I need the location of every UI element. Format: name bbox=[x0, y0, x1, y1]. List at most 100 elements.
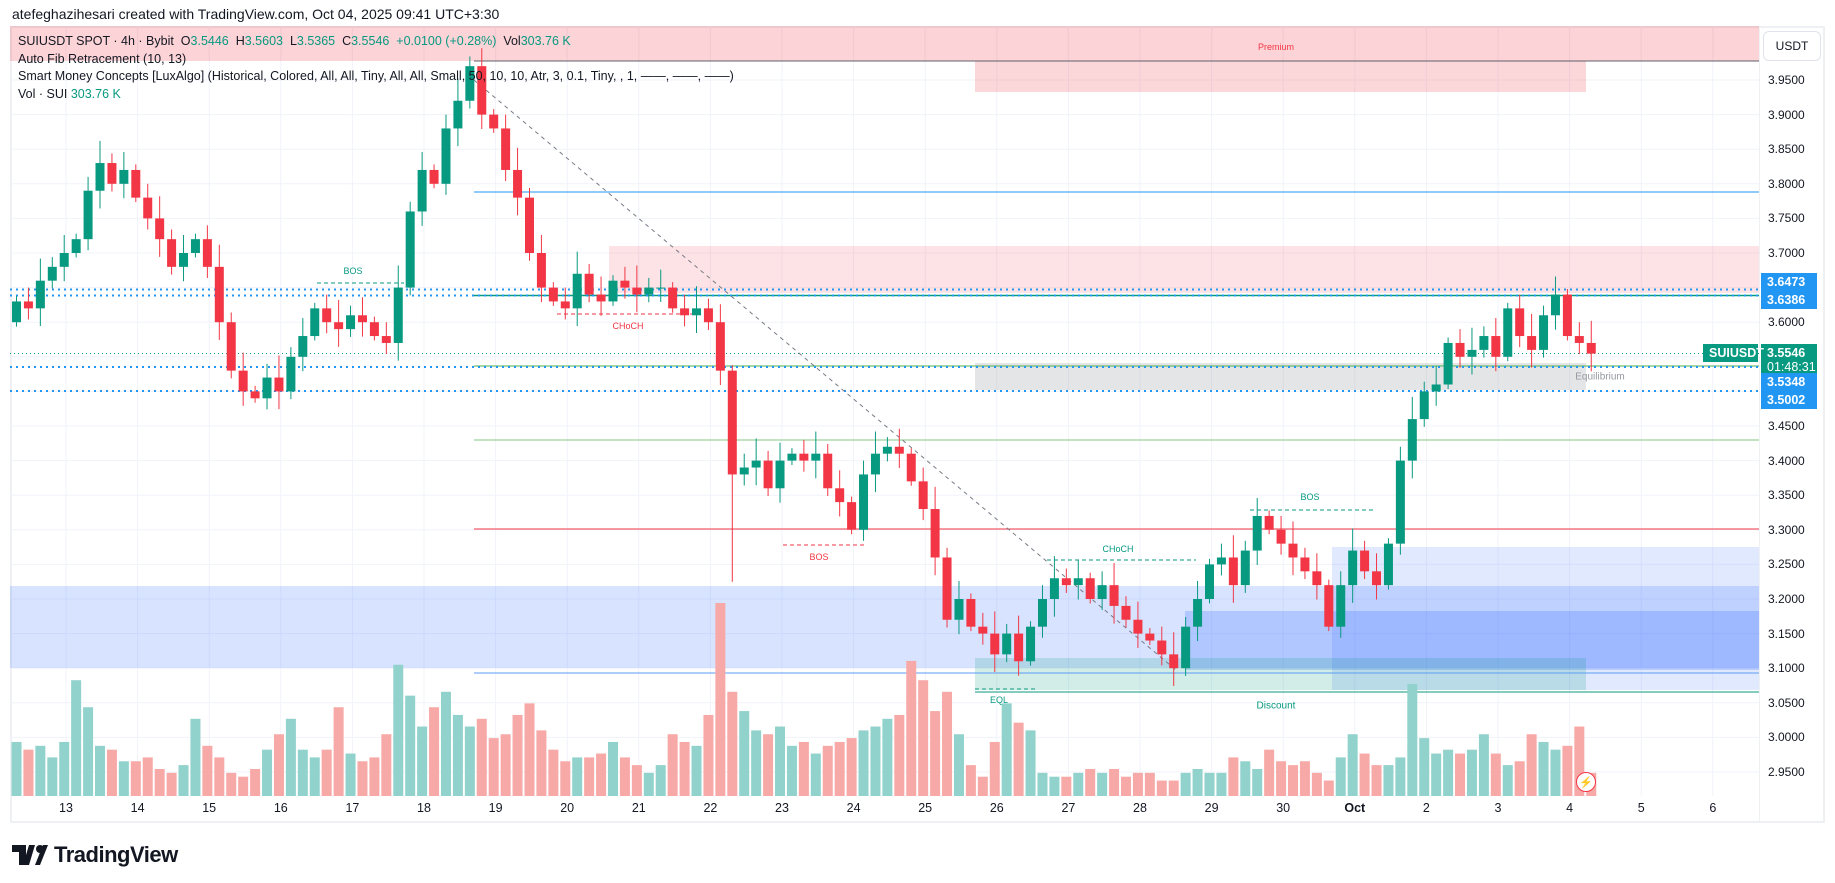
bar-countdown: 01:48:31 bbox=[1767, 360, 1816, 374]
volume-bar bbox=[429, 707, 440, 796]
candle-body bbox=[357, 315, 367, 323]
candle-body bbox=[1085, 578, 1095, 599]
price-tick-label: 3.6000 bbox=[1768, 315, 1805, 330]
volume-bar bbox=[858, 730, 869, 796]
indicator-smc[interactable]: Smart Money Concepts [LuxAlgo] (Historic… bbox=[18, 69, 734, 83]
candle-body bbox=[966, 599, 976, 627]
volume-bar bbox=[1419, 738, 1430, 796]
candle-body bbox=[715, 322, 725, 371]
price-tick-label: 3.4500 bbox=[1768, 419, 1805, 433]
candle-body bbox=[1527, 336, 1537, 350]
candle-body bbox=[1348, 550, 1358, 586]
equilibrium-label: Equilibrium bbox=[1575, 371, 1625, 383]
candle-body bbox=[1169, 654, 1179, 669]
candle-body bbox=[692, 308, 702, 316]
volume-bar bbox=[512, 714, 523, 796]
candle-body bbox=[59, 253, 69, 267]
candle-body bbox=[1061, 578, 1071, 586]
time-tick-label: 24 bbox=[846, 801, 861, 815]
volume-bar bbox=[727, 691, 738, 796]
volume-bar bbox=[1466, 749, 1477, 796]
volume-bar bbox=[1311, 772, 1322, 796]
tradingview-logo-icon bbox=[12, 845, 48, 865]
candle-body bbox=[453, 100, 463, 129]
candle-body bbox=[1515, 308, 1525, 337]
symbol-legend[interactable]: SUIUSDT SPOT · 4h · Bybit O3.5446 H3.560… bbox=[18, 33, 734, 51]
candle-body bbox=[1205, 564, 1214, 599]
currency-button[interactable]: USDT bbox=[1763, 31, 1821, 61]
tradingview-logo: TradingView bbox=[12, 842, 178, 868]
price-tick-label: 3.3000 bbox=[1768, 522, 1805, 537]
volume-bar bbox=[1252, 768, 1263, 796]
volume-bar bbox=[1490, 753, 1501, 796]
candle-body bbox=[1586, 342, 1596, 354]
candle-body bbox=[1193, 599, 1203, 627]
price-tick-label: 3.2500 bbox=[1768, 557, 1805, 572]
time-tick-label: 15 bbox=[202, 801, 217, 815]
alert-lightning-icon[interactable]: ⚡ bbox=[1576, 772, 1596, 792]
demand-zone-3 bbox=[1185, 611, 1759, 670]
volume-bar bbox=[786, 745, 797, 796]
candle-body bbox=[572, 273, 582, 309]
volume-bar bbox=[822, 745, 833, 796]
volume-bar bbox=[1061, 776, 1072, 796]
candle-body bbox=[870, 453, 880, 475]
volume-bar bbox=[882, 718, 893, 796]
premium-label: Premium bbox=[1257, 42, 1295, 52]
time-tick-label: 19 bbox=[488, 801, 503, 815]
volume-bar bbox=[369, 757, 380, 796]
volume-bar bbox=[309, 757, 320, 796]
candle-body bbox=[143, 197, 153, 219]
volume-label: Vol · SUI bbox=[18, 86, 68, 101]
volume-bar bbox=[106, 749, 117, 796]
price-axis[interactable] bbox=[1759, 26, 1826, 823]
candle-body bbox=[882, 446, 892, 454]
volume-bar bbox=[846, 738, 857, 796]
time-tick-label: 16 bbox=[273, 801, 288, 815]
volume-bar bbox=[190, 718, 201, 796]
chart-legend: SUIUSDT SPOT · 4h · Bybit O3.5446 H3.560… bbox=[18, 33, 734, 103]
volume-bar bbox=[1502, 765, 1513, 796]
vol-label: Vol bbox=[503, 34, 521, 48]
indicator-fib[interactable]: Auto Fib Retracement (10, 13) bbox=[18, 51, 187, 66]
candle-body bbox=[381, 336, 391, 343]
indicator-volume[interactable]: Vol · SUI 303.76 K bbox=[18, 86, 734, 104]
candle-body bbox=[71, 239, 81, 253]
volume-bar bbox=[1359, 753, 1370, 796]
candle-body bbox=[1276, 529, 1286, 544]
candle-body bbox=[83, 190, 93, 240]
candle-body bbox=[310, 308, 320, 337]
volume-bar bbox=[262, 749, 273, 796]
volume-bar bbox=[703, 714, 714, 796]
candle-body bbox=[95, 163, 105, 191]
time-tick-label: 30 bbox=[1276, 801, 1291, 815]
candle-body bbox=[1550, 294, 1560, 316]
candle-body bbox=[1288, 543, 1298, 558]
bos-label: BOS bbox=[1300, 492, 1320, 502]
volume-bar bbox=[1204, 772, 1215, 796]
volume-bar bbox=[906, 660, 917, 796]
volume-bar bbox=[357, 761, 368, 796]
time-tick-label: Oct bbox=[1344, 801, 1366, 815]
time-tick-label: 21 bbox=[631, 801, 646, 815]
candle-body bbox=[1491, 336, 1501, 357]
price-badge: 3.6386 bbox=[1761, 291, 1817, 309]
time-tick-label: 17 bbox=[345, 801, 360, 815]
volume-bar bbox=[942, 691, 953, 796]
volume-bar bbox=[1132, 772, 1143, 796]
bos-label: BOS bbox=[809, 552, 829, 562]
candle-body bbox=[477, 66, 487, 115]
volume-bar bbox=[536, 730, 547, 796]
high-value: 3.5603 bbox=[244, 34, 283, 48]
candle-body bbox=[393, 287, 403, 343]
candle-body bbox=[930, 509, 940, 558]
price-badge: 3.5348 bbox=[1761, 373, 1817, 391]
time-tick-label: 29 bbox=[1204, 801, 1219, 815]
volume-bar bbox=[1478, 734, 1489, 796]
volume-bar bbox=[1395, 757, 1406, 796]
candle-body bbox=[489, 114, 499, 129]
candle-body bbox=[787, 453, 797, 461]
candle-body bbox=[1324, 585, 1334, 627]
price-chart[interactable] bbox=[10, 26, 1759, 796]
time-tick-label: 27 bbox=[1061, 801, 1076, 815]
